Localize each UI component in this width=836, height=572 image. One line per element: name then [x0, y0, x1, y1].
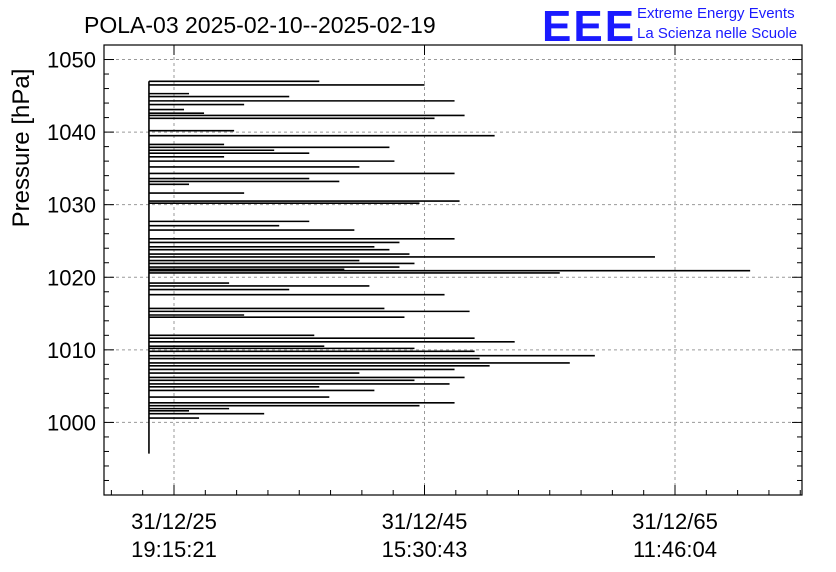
- eee-logo-mark: EEE: [542, 2, 636, 51]
- plot-frame: [103, 44, 803, 496]
- x-tick-label-time: 19:15:21: [131, 537, 217, 562]
- y-tick-label: 1050: [47, 48, 96, 73]
- data-bars: [148, 80, 751, 454]
- y-tick-label: 1030: [47, 193, 96, 218]
- x-tick-label-date: 31/12/25: [131, 509, 217, 534]
- chart-title: POLA-03 2025-02-10--2025-02-19: [84, 12, 436, 38]
- y-tick-label: 1020: [47, 265, 96, 290]
- x-tick-label-time: 15:30:43: [382, 537, 468, 562]
- x-tick-label-date: 31/12/65: [632, 509, 718, 534]
- y-tick-label: 1000: [47, 410, 96, 435]
- x-tick-label-time: 11:46:04: [633, 537, 717, 562]
- y-tick-label: 1010: [47, 338, 96, 363]
- x-tick-label-date: 31/12/45: [382, 509, 468, 534]
- y-tick-label: 1040: [47, 120, 96, 145]
- eee-logo-line1: Extreme Energy Events: [637, 5, 795, 22]
- eee-logo: EEE Extreme Energy Events La Scienza nel…: [542, 2, 797, 51]
- axes: 1000 1010 1020 1030 1040 1050 31/12/25 19:15:21…: [47, 44, 803, 562]
- eee-logo-line2: La Scienza nelle Scuole: [637, 25, 797, 42]
- y-axis-label: Pressure [hPa]: [8, 69, 35, 228]
